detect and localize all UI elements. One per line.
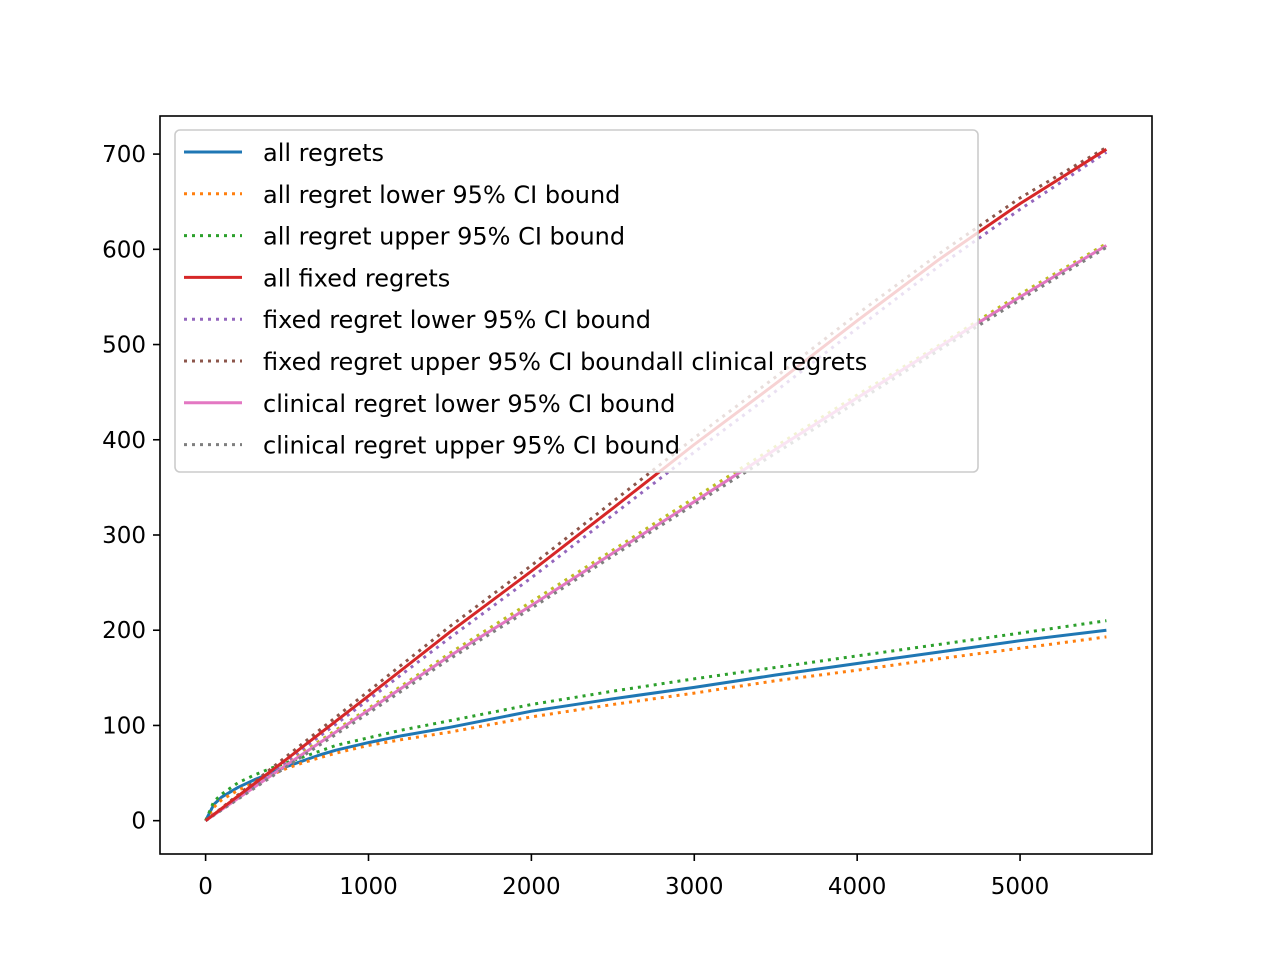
series-line-2 xyxy=(204,619,1107,822)
x-tick-label: 1000 xyxy=(339,874,398,900)
legend-label: all regret lower 95% CI bound xyxy=(263,181,620,209)
x-tick-label: 4000 xyxy=(828,874,887,900)
x-tick-label: 5000 xyxy=(991,874,1050,900)
legend-label: all regrets xyxy=(263,139,384,167)
x-tick-label: 0 xyxy=(198,874,213,900)
legend-label: clinical regret lower 95% CI bound xyxy=(263,390,675,418)
legend-label: fixed regret lower 95% CI bound xyxy=(263,306,651,334)
legend: all regrets all regret lower 95% CI bound… xyxy=(174,129,979,473)
y-tick-label: 500 xyxy=(102,333,146,359)
legend-label: clinical regret upper 95% CI bound xyxy=(263,432,680,460)
legend-label: all regret upper 95% CI bound xyxy=(263,223,625,251)
series-line-7 xyxy=(204,150,1108,822)
series-line-0 xyxy=(204,628,1107,822)
y-tick-label: 0 xyxy=(131,809,146,835)
legend-box xyxy=(174,129,979,473)
legend-label: fixed regret upper 95% CI boundall clini… xyxy=(263,348,867,376)
y-tick-label: 200 xyxy=(102,618,146,644)
x-tick-label: 3000 xyxy=(665,874,724,900)
y-tick-label: 300 xyxy=(102,523,146,549)
y-tick-label: 600 xyxy=(102,237,146,263)
y-tick-label: 700 xyxy=(102,142,146,168)
y-tick-label: 100 xyxy=(102,713,146,739)
y-axis: 0 100 200 300 400 500 600 700 xyxy=(102,142,160,835)
x-tick-label: 2000 xyxy=(502,874,561,900)
plot-frame xyxy=(159,115,1153,855)
x-axis: 0 1000 2000 3000 4000 5000 xyxy=(198,854,1049,900)
legend-label: all fixed regrets xyxy=(263,264,450,292)
y-tick-label: 400 xyxy=(102,428,146,454)
